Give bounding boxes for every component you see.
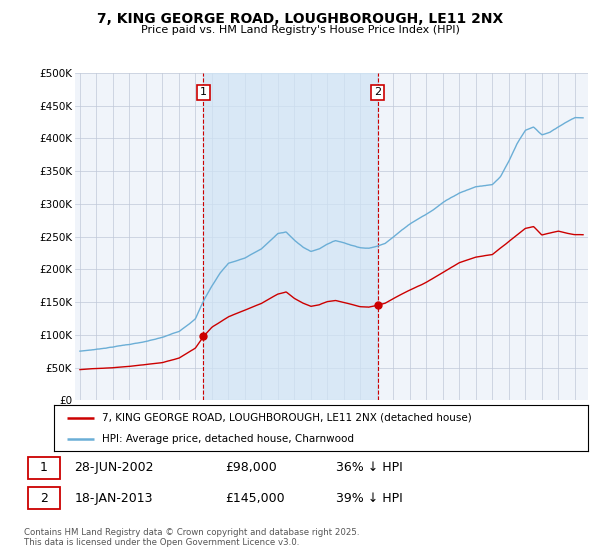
Bar xyxy=(203,73,377,400)
Text: 2: 2 xyxy=(374,87,381,97)
Text: 2: 2 xyxy=(40,492,48,505)
Text: 1: 1 xyxy=(40,461,48,474)
Text: 18-JAN-2013: 18-JAN-2013 xyxy=(74,492,153,505)
Text: 28-JUN-2002: 28-JUN-2002 xyxy=(74,461,154,474)
Text: 7, KING GEORGE ROAD, LOUGHBOROUGH, LE11 2NX: 7, KING GEORGE ROAD, LOUGHBOROUGH, LE11 … xyxy=(97,12,503,26)
Text: HPI: Average price, detached house, Charnwood: HPI: Average price, detached house, Char… xyxy=(102,435,354,444)
Text: Contains HM Land Registry data © Crown copyright and database right 2025.
This d: Contains HM Land Registry data © Crown c… xyxy=(24,528,359,547)
Text: 39% ↓ HPI: 39% ↓ HPI xyxy=(337,492,403,505)
Text: £98,000: £98,000 xyxy=(225,461,277,474)
FancyBboxPatch shape xyxy=(28,487,60,509)
Text: £145,000: £145,000 xyxy=(225,492,284,505)
FancyBboxPatch shape xyxy=(28,457,60,479)
Text: 36% ↓ HPI: 36% ↓ HPI xyxy=(337,461,403,474)
Text: Price paid vs. HM Land Registry's House Price Index (HPI): Price paid vs. HM Land Registry's House … xyxy=(140,25,460,35)
Text: 7, KING GEORGE ROAD, LOUGHBOROUGH, LE11 2NX (detached house): 7, KING GEORGE ROAD, LOUGHBOROUGH, LE11 … xyxy=(102,413,472,423)
Text: 1: 1 xyxy=(200,87,207,97)
